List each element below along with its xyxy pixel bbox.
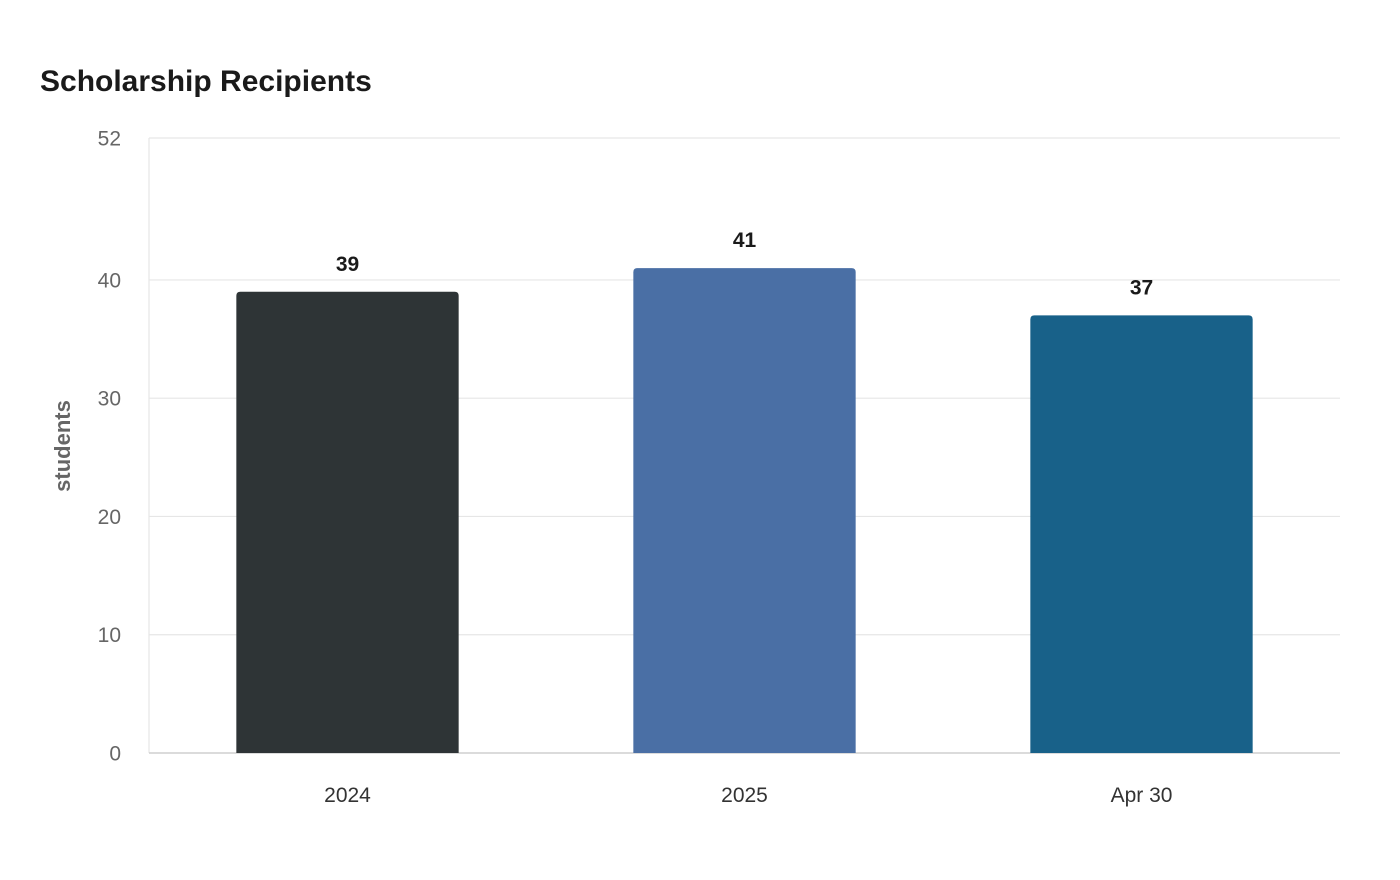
- chart-title: Scholarship Recipients: [40, 65, 372, 98]
- bar-apr-30[interactable]: [1030, 315, 1253, 753]
- x-tick-label: Apr 30: [1111, 784, 1173, 807]
- y-axis-label: students: [50, 400, 75, 492]
- y-tick-label: 52: [98, 128, 121, 151]
- bar-2024[interactable]: [236, 291, 459, 753]
- y-tick-label: 0: [109, 743, 121, 766]
- y-tick-label: 30: [98, 388, 121, 411]
- data-label: 41: [733, 229, 757, 252]
- data-label: 37: [1130, 276, 1153, 299]
- label-layer: 39 41 37: [336, 229, 1153, 299]
- bar-layer: [236, 268, 1253, 753]
- y-tick-label: 40: [98, 269, 121, 292]
- y-tick-label: 10: [98, 624, 121, 647]
- x-tick-label: 2025: [721, 784, 768, 807]
- y-tick-label: 20: [98, 506, 121, 529]
- x-tick-label: 2024: [324, 784, 371, 807]
- bar-2025[interactable]: [633, 268, 856, 753]
- data-label: 39: [336, 253, 359, 276]
